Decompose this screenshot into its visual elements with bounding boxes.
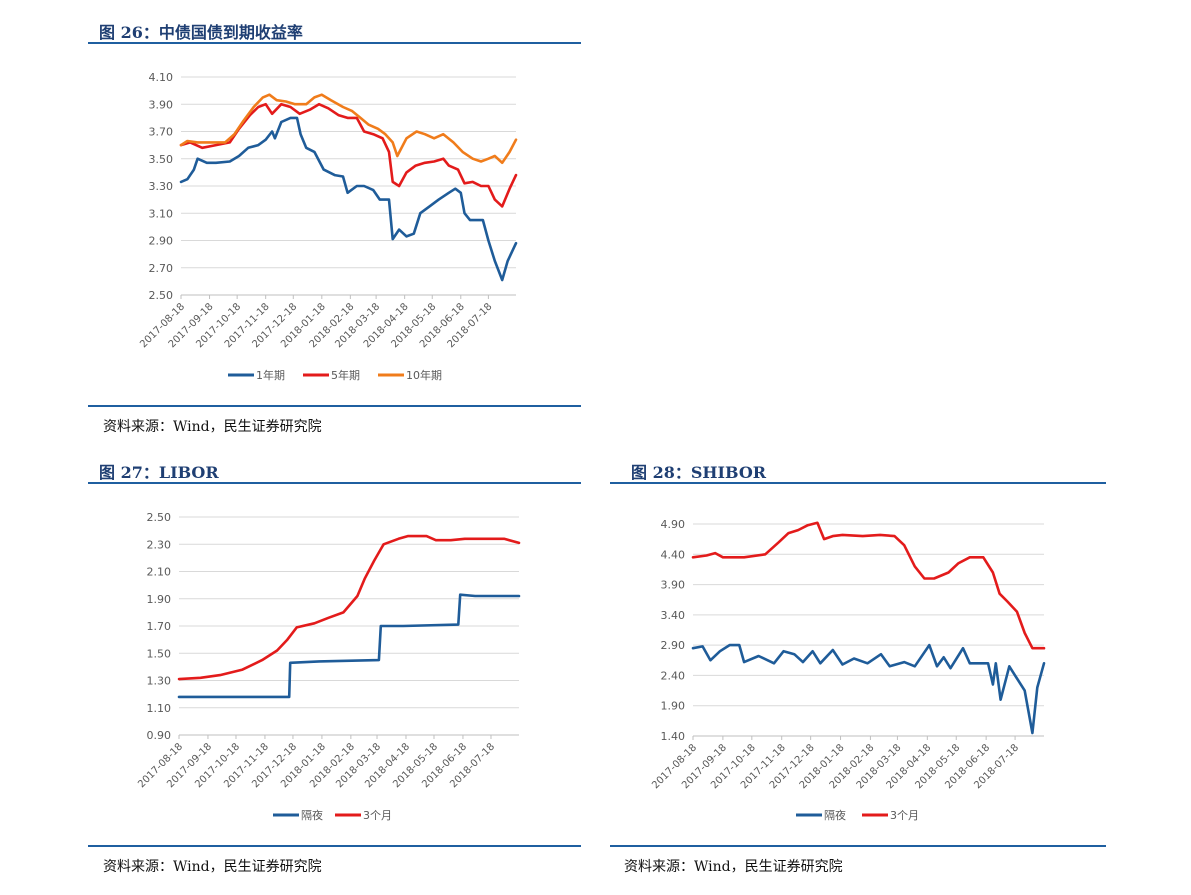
y-tick-label: 2.30 bbox=[147, 538, 172, 551]
y-tick-label: 1.70 bbox=[147, 620, 172, 633]
fig27-source: 资料来源：Wind，民生证券研究院 bbox=[103, 859, 322, 875]
y-tick-label: 2.90 bbox=[661, 639, 686, 652]
fig26-title: 图 26：中债国债到期收益率 bbox=[99, 23, 303, 42]
y-tick-label: 4.10 bbox=[149, 71, 174, 84]
y-tick-label: 0.90 bbox=[147, 729, 172, 742]
y-tick-label: 1.30 bbox=[147, 675, 172, 688]
series-line-2 bbox=[179, 102, 518, 208]
fig27-chart: 0.901.101.301.501.701.902.102.302.502017… bbox=[136, 511, 521, 822]
legend-label: 隔夜 bbox=[824, 808, 846, 822]
y-tick-label: 3.40 bbox=[661, 609, 686, 622]
y-tick-label: 2.70 bbox=[149, 262, 174, 275]
series-line-1 bbox=[179, 116, 518, 282]
y-tick-label: 3.10 bbox=[149, 207, 174, 220]
series-line-3 bbox=[179, 93, 518, 165]
y-tick-label: 3.50 bbox=[149, 153, 174, 166]
y-tick-label: 3.90 bbox=[149, 98, 174, 111]
y-tick-label: 3.30 bbox=[149, 180, 174, 193]
fig26-source: 资料来源：Wind，民生证券研究院 bbox=[103, 419, 322, 435]
y-tick-label: 3.90 bbox=[661, 579, 686, 592]
y-tick-label: 2.10 bbox=[147, 566, 172, 579]
y-tick-label: 1.50 bbox=[147, 647, 172, 660]
y-tick-label: 4.90 bbox=[661, 518, 686, 531]
series-line-1 bbox=[177, 593, 521, 699]
legend-label: 3个月 bbox=[363, 809, 392, 822]
fig28-title: 图 28：SHIBOR bbox=[631, 463, 767, 482]
y-tick-label: 4.40 bbox=[661, 548, 686, 561]
series-line-2 bbox=[177, 534, 521, 681]
fig27-title: 图 27：LIBOR bbox=[99, 463, 219, 482]
fig28-source-rule bbox=[610, 845, 1106, 847]
series-line-2 bbox=[691, 521, 1046, 650]
fig26-chart: 2.502.702.903.103.303.503.703.904.102017… bbox=[138, 71, 518, 382]
legend-label: 10年期 bbox=[406, 368, 442, 382]
fig28-chart: 1.401.902.402.903.403.904.404.902017-08-… bbox=[650, 518, 1046, 822]
y-tick-label: 2.90 bbox=[149, 235, 174, 248]
legend-label: 3个月 bbox=[890, 809, 919, 822]
y-tick-label: 1.40 bbox=[661, 730, 686, 743]
y-tick-label: 2.50 bbox=[147, 511, 172, 524]
fig28-title-rule bbox=[610, 482, 1106, 484]
series-line-1 bbox=[691, 643, 1046, 735]
fig27-source-rule bbox=[88, 845, 581, 847]
fig28-source: 资料来源：Wind，民生证券研究院 bbox=[624, 859, 843, 875]
y-tick-label: 1.90 bbox=[147, 593, 172, 606]
y-tick-label: 1.10 bbox=[147, 702, 172, 715]
y-tick-label: 3.70 bbox=[149, 126, 174, 139]
legend-label: 隔夜 bbox=[301, 808, 323, 822]
legend-label: 1年期 bbox=[256, 368, 285, 382]
y-tick-label: 2.50 bbox=[149, 289, 174, 302]
y-tick-label: 2.40 bbox=[661, 669, 686, 682]
fig26-title-rule bbox=[88, 42, 581, 44]
fig27-title-rule bbox=[88, 482, 581, 484]
y-tick-label: 1.90 bbox=[661, 700, 686, 713]
legend-label: 5年期 bbox=[331, 368, 360, 382]
fig26-source-rule bbox=[88, 405, 581, 407]
